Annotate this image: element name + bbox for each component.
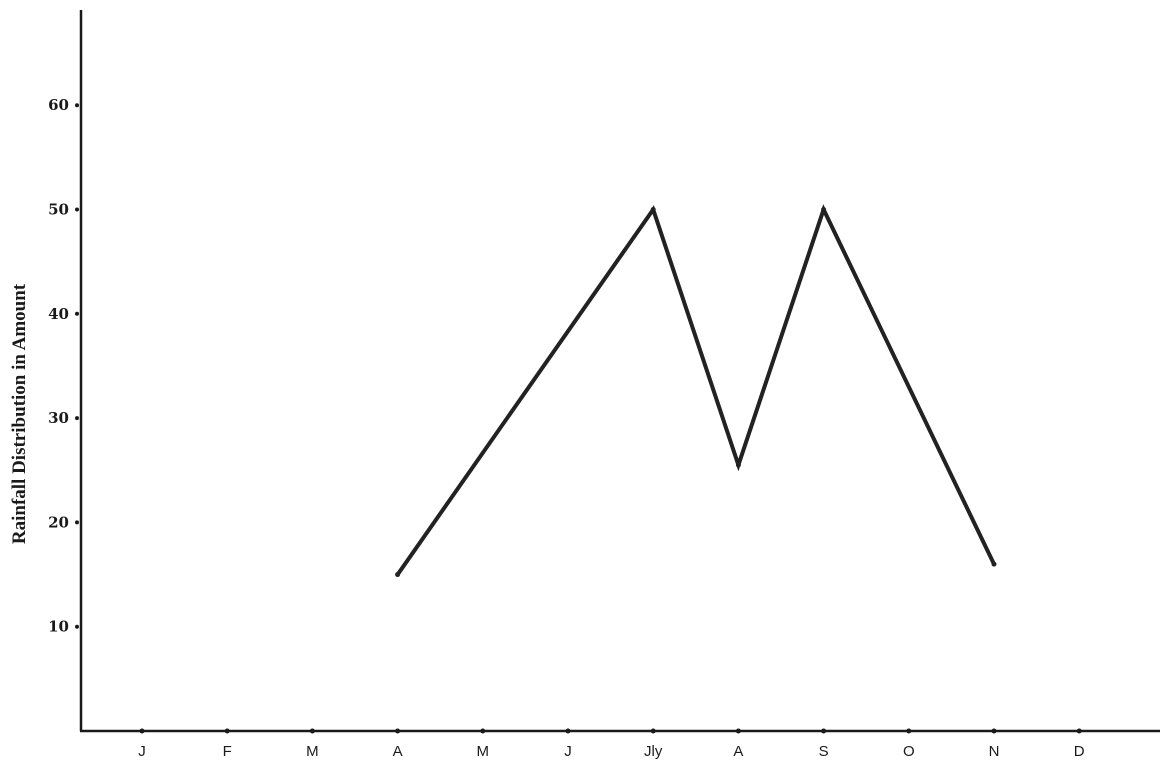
x-tick-label: M [477, 743, 490, 760]
data-point [735, 462, 741, 468]
x-tick-mark [991, 728, 997, 734]
y-axis-label: Rainfall Distribution in Amount [9, 283, 30, 544]
y-ticks: 10 20 30 40 50 60 [48, 96, 79, 636]
data-point [821, 207, 827, 212]
x-tick-mark [650, 728, 656, 734]
x-tick-label: Jly [644, 743, 663, 760]
y-tick-label: 30 [48, 409, 69, 427]
y-tick-mark [75, 103, 79, 108]
x-tick-mark [309, 728, 315, 734]
x-tick-mark [565, 728, 571, 734]
series-layer [395, 204, 997, 578]
x-ticks: J F M A M J Jly A S O N D [138, 728, 1085, 760]
x-tick-label: J [564, 743, 572, 760]
x-tick-label: S [819, 743, 829, 760]
y-tick-mark [75, 624, 79, 629]
x-tick-label: A [393, 743, 403, 760]
y-tick-label: 10 [48, 618, 69, 636]
y-tick-mark [75, 311, 79, 316]
series-line [395, 204, 996, 577]
y-tick-mark [75, 520, 79, 525]
x-tick-label: N [989, 743, 1000, 760]
x-tick-mark [821, 728, 827, 734]
x-tick-label: F [223, 743, 232, 760]
x-tick-label: M [306, 743, 319, 760]
x-tick-mark [1076, 728, 1082, 734]
y-tick-mark [75, 416, 79, 421]
data-point [991, 561, 997, 567]
x-tick-mark [139, 728, 145, 734]
x-tick-label: O [903, 743, 915, 760]
x-tick-label: D [1074, 743, 1085, 760]
x-tick-mark [224, 728, 230, 734]
data-point [650, 207, 656, 212]
y-tick-mark [75, 207, 79, 212]
x-tick-label: J [138, 743, 146, 760]
data-point [395, 572, 401, 578]
x-tick-mark [480, 728, 486, 734]
x-tick-mark [735, 728, 741, 734]
x-tick-mark [395, 728, 401, 734]
y-tick-label: 50 [48, 201, 69, 219]
x-tick-mark [906, 728, 912, 734]
y-tick-label: 60 [48, 96, 69, 114]
x-tick-label: A [733, 743, 743, 760]
y-tick-label: 20 [48, 513, 69, 531]
y-tick-label: 40 [48, 305, 69, 323]
